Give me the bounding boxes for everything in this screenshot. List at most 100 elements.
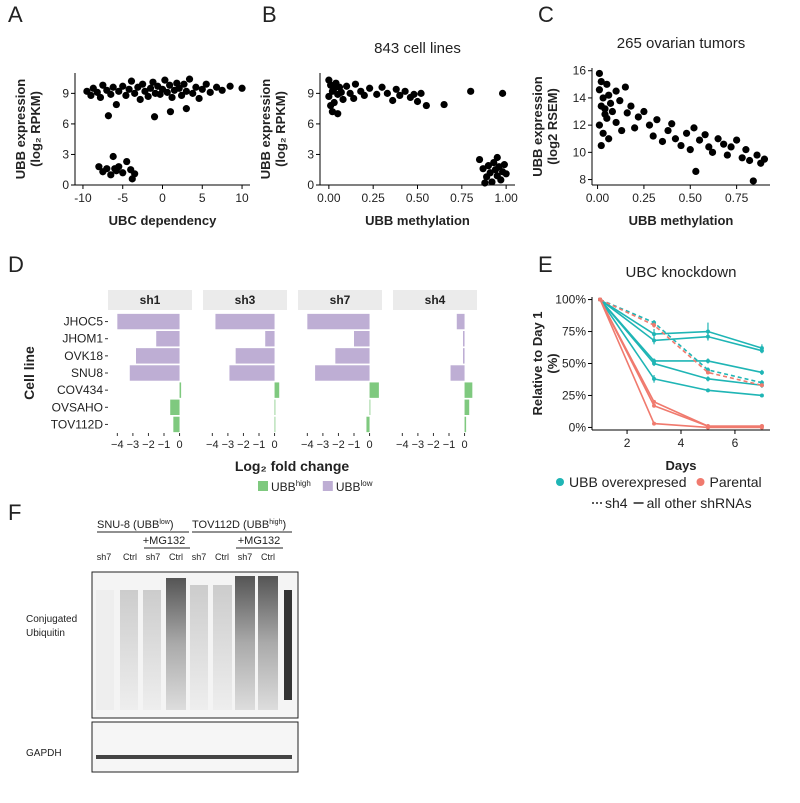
x-tick-label: 0 bbox=[159, 191, 166, 205]
point bbox=[649, 132, 657, 140]
panel-letter: A bbox=[8, 2, 23, 27]
point bbox=[238, 84, 246, 92]
point bbox=[339, 95, 347, 104]
point bbox=[168, 93, 176, 102]
x-tick-label: 0.75 bbox=[450, 191, 474, 205]
legend-label: UBB overexpresed bbox=[569, 474, 687, 490]
x-tick-label: -10 bbox=[74, 191, 92, 205]
point bbox=[502, 170, 510, 178]
series-line bbox=[599, 299, 762, 427]
bar bbox=[464, 399, 470, 415]
point bbox=[753, 151, 761, 159]
point bbox=[226, 82, 234, 90]
bar bbox=[366, 416, 370, 433]
y-tick-label: 0 bbox=[307, 178, 314, 192]
panel-letter: C bbox=[538, 2, 554, 27]
point bbox=[109, 83, 117, 91]
point bbox=[664, 126, 672, 135]
group-label: ) bbox=[282, 519, 286, 531]
point bbox=[119, 82, 127, 90]
point bbox=[366, 84, 374, 92]
y-tick-label: OVK18 bbox=[64, 349, 103, 363]
point bbox=[597, 78, 605, 86]
point bbox=[603, 114, 611, 122]
point bbox=[378, 83, 386, 91]
x-tick-label: −1 bbox=[443, 439, 456, 451]
y-tick-label: TOV112D bbox=[51, 417, 104, 431]
group-label: SNU-8 (UBB bbox=[97, 519, 159, 531]
series-line bbox=[599, 299, 762, 397]
point bbox=[599, 129, 607, 137]
point bbox=[122, 91, 130, 99]
group-label-sup: high bbox=[269, 519, 282, 526]
point bbox=[389, 96, 397, 105]
y-tick-label: 14 bbox=[573, 91, 587, 105]
x-tick-label: 0 bbox=[366, 439, 372, 451]
y-axis-label: (%) bbox=[545, 353, 560, 373]
point bbox=[342, 82, 351, 90]
bar bbox=[170, 399, 180, 415]
y-tick-label: 0 bbox=[62, 178, 69, 192]
point bbox=[212, 83, 221, 91]
y-axis-label: Relative to Day 1 bbox=[530, 311, 545, 415]
x-tick-label: 1.00 bbox=[494, 191, 518, 205]
point bbox=[111, 165, 119, 173]
bar bbox=[117, 313, 180, 330]
group-label: TOV112D (UBB bbox=[192, 519, 269, 531]
point bbox=[144, 92, 152, 101]
row-label: GAPDH bbox=[26, 748, 62, 759]
point bbox=[413, 97, 422, 106]
point bbox=[198, 85, 206, 93]
legend-label: all other shRNAs bbox=[647, 495, 752, 511]
y-tick-label: 50% bbox=[562, 357, 586, 371]
bar bbox=[354, 331, 370, 347]
y-tick-label: 75% bbox=[562, 325, 586, 339]
point bbox=[599, 94, 607, 102]
point bbox=[658, 137, 667, 146]
point bbox=[182, 87, 190, 95]
facet-strip bbox=[108, 290, 192, 310]
x-tick-label: 0.50 bbox=[679, 191, 703, 205]
y-tick-label: 8 bbox=[579, 173, 586, 187]
point bbox=[493, 153, 501, 162]
panel-letter: B bbox=[262, 2, 277, 27]
bar bbox=[315, 365, 370, 381]
y-axis-label: UBB expression bbox=[530, 76, 545, 176]
y-tick-label: 6 bbox=[307, 117, 314, 131]
point bbox=[149, 78, 157, 86]
point bbox=[608, 107, 616, 116]
y-tick-label: 9 bbox=[307, 86, 314, 100]
point bbox=[103, 165, 111, 173]
point bbox=[627, 102, 635, 110]
x-tick-label: −4 bbox=[206, 439, 219, 451]
point bbox=[682, 129, 691, 137]
y-tick-label: 10 bbox=[573, 145, 587, 159]
x-tick-label: −4 bbox=[396, 439, 409, 451]
lane-label: sh7 bbox=[97, 552, 112, 562]
point bbox=[595, 69, 604, 78]
blot-image bbox=[91, 571, 299, 773]
lane-label: Ctrl bbox=[123, 552, 137, 562]
point bbox=[422, 101, 430, 110]
bar bbox=[265, 331, 275, 347]
x-tick-label: −2 bbox=[332, 439, 345, 451]
point bbox=[131, 89, 139, 97]
point bbox=[695, 136, 704, 144]
x-tick-label: 0.75 bbox=[725, 191, 749, 205]
point bbox=[597, 141, 605, 150]
y-tick-label: 16 bbox=[573, 64, 587, 78]
bar bbox=[450, 365, 465, 381]
point bbox=[612, 118, 620, 127]
bar bbox=[456, 313, 465, 330]
bar bbox=[274, 399, 276, 415]
chart-title: UBC knockdown bbox=[626, 264, 737, 281]
bar bbox=[173, 416, 180, 433]
legend-label: Parental bbox=[710, 474, 762, 490]
lane-label: Ctrl bbox=[261, 552, 275, 562]
point bbox=[115, 87, 123, 95]
x-tick-label: −3 bbox=[412, 439, 425, 451]
point bbox=[500, 161, 508, 169]
y-tick-label: COV434 bbox=[57, 383, 103, 397]
facet-strip bbox=[203, 290, 287, 310]
